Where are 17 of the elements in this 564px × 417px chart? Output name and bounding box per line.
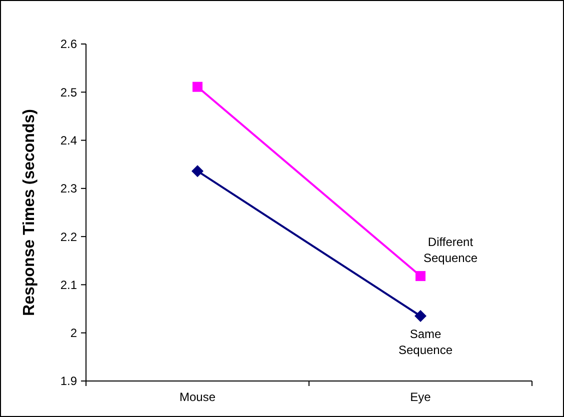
- point: [192, 165, 204, 178]
- y-tick-label: 2.3: [60, 182, 78, 196]
- y-tick-label: 2.2: [60, 230, 78, 244]
- point: [414, 310, 426, 322]
- series-label: Same Sequence: [398, 327, 453, 358]
- point: [192, 82, 202, 92]
- x-tick-label: Eye: [410, 390, 432, 404]
- series-label: Different Sequence: [423, 235, 478, 266]
- y-axis-title: Response Times (seconds): [21, 109, 38, 316]
- y-tick-label: 2.1: [60, 278, 78, 292]
- y-tick-label: 1.9: [60, 374, 78, 388]
- x-tick-label: Mouse: [179, 390, 216, 404]
- y-tick-label: 2.6: [60, 37, 78, 52]
- y-tick-label: 2.5: [60, 85, 78, 100]
- y-tick-label: 2: [70, 326, 78, 340]
- point: [416, 271, 426, 282]
- y-tick-label: 2.4: [60, 133, 78, 148]
